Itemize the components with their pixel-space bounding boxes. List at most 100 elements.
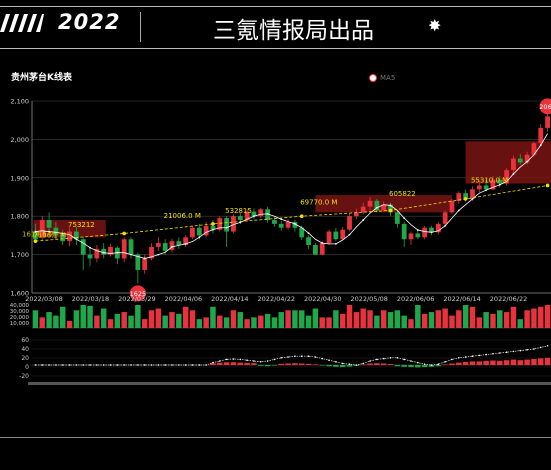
macd-bar: [230, 362, 237, 365]
volume-bar: [476, 317, 483, 328]
macd-bar: [544, 357, 551, 365]
macd-point: [287, 356, 289, 358]
macd-point: [396, 357, 399, 359]
volume-bar: [148, 310, 155, 328]
price-pin-label: 2060: [539, 103, 551, 111]
candle-body: [429, 227, 434, 233]
volume-bar: [121, 312, 127, 328]
ma5-point: [416, 229, 419, 231]
macd-tick-label: 60: [21, 337, 29, 344]
candle-body: [367, 200, 373, 207]
candle-body: [394, 212, 400, 224]
candle-body: [190, 227, 195, 238]
volume-tick-label: 30,000: [10, 309, 30, 315]
x-tick-label: 2022/04/06: [165, 295, 202, 303]
volume-bar: [456, 310, 462, 328]
y-tick-label: 2,100: [10, 98, 29, 106]
ma5-point: [266, 212, 269, 215]
macd-point: [123, 364, 125, 366]
candle-body: [524, 154, 530, 163]
volume-bar: [449, 315, 455, 328]
macd-bar: [339, 365, 346, 368]
candle-body: [456, 193, 462, 201]
macd-point: [307, 355, 310, 358]
trend-label: 7136.1 M: [33, 231, 66, 239]
candle-body: [244, 211, 250, 221]
ma5-point: [485, 189, 488, 191]
macd-point: [505, 351, 508, 354]
trend-label: 21006.0 M: [164, 212, 201, 220]
volume-bar: [517, 319, 524, 328]
volume-bar: [339, 313, 346, 328]
gear-icon[interactable]: ✸: [428, 16, 442, 35]
ma5-point: [307, 232, 310, 234]
macd-point: [82, 364, 85, 366]
volume-bar: [141, 319, 148, 328]
macd-point: [246, 359, 248, 362]
volume-bar: [538, 306, 544, 328]
macd-point: [198, 364, 201, 366]
macd-point: [212, 361, 214, 364]
candle-body: [340, 229, 346, 240]
volume-bar: [73, 310, 80, 328]
volume-bar: [312, 308, 319, 328]
candle-body: [449, 200, 455, 213]
trend-point: [545, 183, 550, 188]
volume-bar: [346, 305, 353, 328]
macd-bar: [421, 365, 428, 368]
candle-body: [149, 246, 154, 259]
macd-bar: [408, 365, 414, 368]
macd-point: [430, 364, 433, 366]
macd-point: [55, 364, 57, 366]
ma5-point: [61, 232, 64, 235]
chart-legend[interactable]: MA5: [369, 74, 395, 82]
header-top-line: [0, 6, 551, 7]
macd-point: [492, 353, 494, 355]
volume-bar: [421, 313, 428, 328]
volume-bar: [100, 308, 107, 328]
trend-point: [463, 197, 468, 201]
volume-bar: [53, 315, 59, 328]
y-tick-label: 1,800: [10, 213, 29, 221]
macd-point: [157, 364, 160, 366]
ma5-point: [348, 233, 351, 236]
macd-point: [451, 358, 453, 361]
macd-point: [164, 364, 166, 366]
candle-body: [299, 227, 305, 238]
trend-point: [388, 208, 393, 213]
candle-body: [142, 258, 148, 270]
macd-bar: [428, 365, 435, 367]
x-tick-label: 2022/04/14: [211, 295, 248, 303]
volume-bar: [299, 310, 305, 328]
macd-point: [184, 364, 187, 366]
macd-bar: [476, 361, 483, 365]
macd-point: [75, 364, 78, 366]
candle-body: [272, 220, 277, 224]
macd-point: [389, 357, 392, 359]
macd-bar: [299, 363, 305, 365]
macd-point: [102, 364, 105, 366]
candle-body: [73, 231, 79, 240]
ma5-point: [184, 242, 187, 245]
volume-bar: [531, 308, 537, 328]
x-tick-label: 2022/05/08: [350, 295, 387, 303]
candle-body: [155, 243, 161, 247]
macd-point: [458, 357, 460, 359]
volume-bar: [94, 315, 100, 328]
candle-body: [353, 212, 359, 217]
ma5-point: [512, 173, 515, 175]
macd-point: [232, 358, 235, 360]
macd-point: [526, 349, 528, 351]
macd-point: [321, 357, 324, 360]
macd-bar: [503, 360, 510, 365]
macd-point: [519, 349, 522, 352]
candle-body: [203, 225, 209, 236]
trend-label: 753212: [68, 221, 95, 229]
macd-point: [423, 363, 426, 366]
macd-point: [89, 364, 91, 366]
macd-point: [61, 364, 64, 366]
macd-tick-label: 40: [21, 346, 29, 353]
candle-body: [53, 227, 59, 236]
candle-body: [217, 218, 223, 230]
